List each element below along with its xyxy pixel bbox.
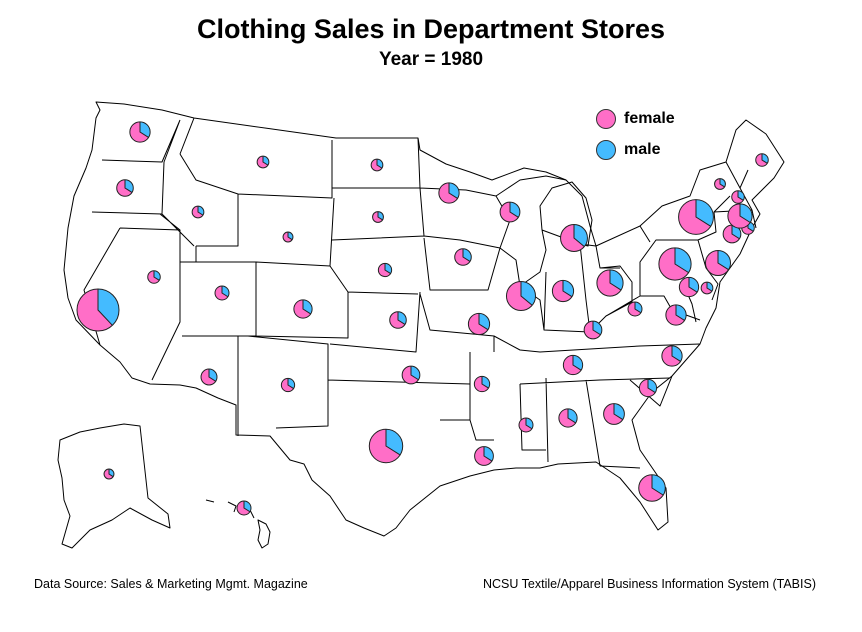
pie-al xyxy=(558,408,578,428)
legend-male-swatch xyxy=(596,140,616,160)
pie-la xyxy=(474,446,494,466)
pie-fl xyxy=(638,474,666,502)
data-source-note: Data Source: Sales & Marketing Mgmt. Mag… xyxy=(34,577,308,591)
map-subtitle: Year = 1980 xyxy=(378,49,484,70)
pie-az xyxy=(200,368,218,386)
pie-wy xyxy=(282,231,294,243)
pie-ga xyxy=(603,403,625,425)
pie-nh xyxy=(731,190,745,204)
legend-female-swatch xyxy=(596,109,616,129)
pie-wi xyxy=(499,201,521,223)
pie-oh xyxy=(596,269,624,297)
pie-mi xyxy=(560,224,588,252)
state-borders xyxy=(83,117,757,469)
pie-pa xyxy=(658,247,692,281)
pie-va xyxy=(665,304,687,326)
pie-ma xyxy=(727,203,753,229)
pie-me xyxy=(755,153,769,167)
pie-slice-male-ca xyxy=(98,289,120,326)
pie-mo xyxy=(467,312,491,336)
alaska-outline xyxy=(57,423,171,549)
pie-sc xyxy=(638,378,658,398)
pie-il xyxy=(505,280,537,312)
pie-nm xyxy=(280,377,296,393)
pie-nd xyxy=(370,158,384,172)
pie-or xyxy=(116,179,134,197)
pie-ny xyxy=(678,199,714,235)
pie-sd xyxy=(372,211,384,223)
pie-de xyxy=(700,281,714,295)
pie-ca xyxy=(76,288,120,332)
pie-id xyxy=(191,205,205,219)
pie-mt xyxy=(256,155,270,169)
pie-ks xyxy=(389,311,407,329)
legend-male-label: male xyxy=(624,141,661,158)
michigan-upper xyxy=(495,175,567,197)
pie-ms xyxy=(518,417,534,433)
legend-female-label: female xyxy=(624,110,675,127)
pie-slice-male-mi xyxy=(574,224,588,247)
michigan-peninsula xyxy=(539,181,593,247)
pie-slice-male-il xyxy=(521,281,536,306)
pie-nv xyxy=(147,270,161,284)
pie-ok xyxy=(401,365,421,385)
pie-ia xyxy=(454,248,472,266)
pie-co xyxy=(293,299,313,319)
hawaii-islands xyxy=(205,499,271,549)
pie-hi xyxy=(236,500,252,516)
pie-nc xyxy=(661,345,683,367)
map-title: Clothing Sales in Department Stores xyxy=(196,14,666,44)
pie-in xyxy=(551,279,575,303)
pie-tn xyxy=(562,354,584,376)
us-outline xyxy=(63,101,785,537)
pie-wa xyxy=(129,121,151,143)
pie-nj xyxy=(704,249,732,277)
tabis-credit: NCSU Textile/Apparel Business Informatio… xyxy=(483,577,816,591)
pie-tx xyxy=(368,428,404,464)
pie-ak xyxy=(103,468,115,480)
pie-md xyxy=(678,276,700,298)
pie-ut xyxy=(214,285,230,301)
pie-vt xyxy=(714,178,726,190)
pie-wv xyxy=(627,301,643,317)
pie-ky xyxy=(583,320,603,340)
pie-ne xyxy=(377,262,393,278)
pie-mn xyxy=(438,182,460,204)
pie-ar xyxy=(473,375,491,393)
